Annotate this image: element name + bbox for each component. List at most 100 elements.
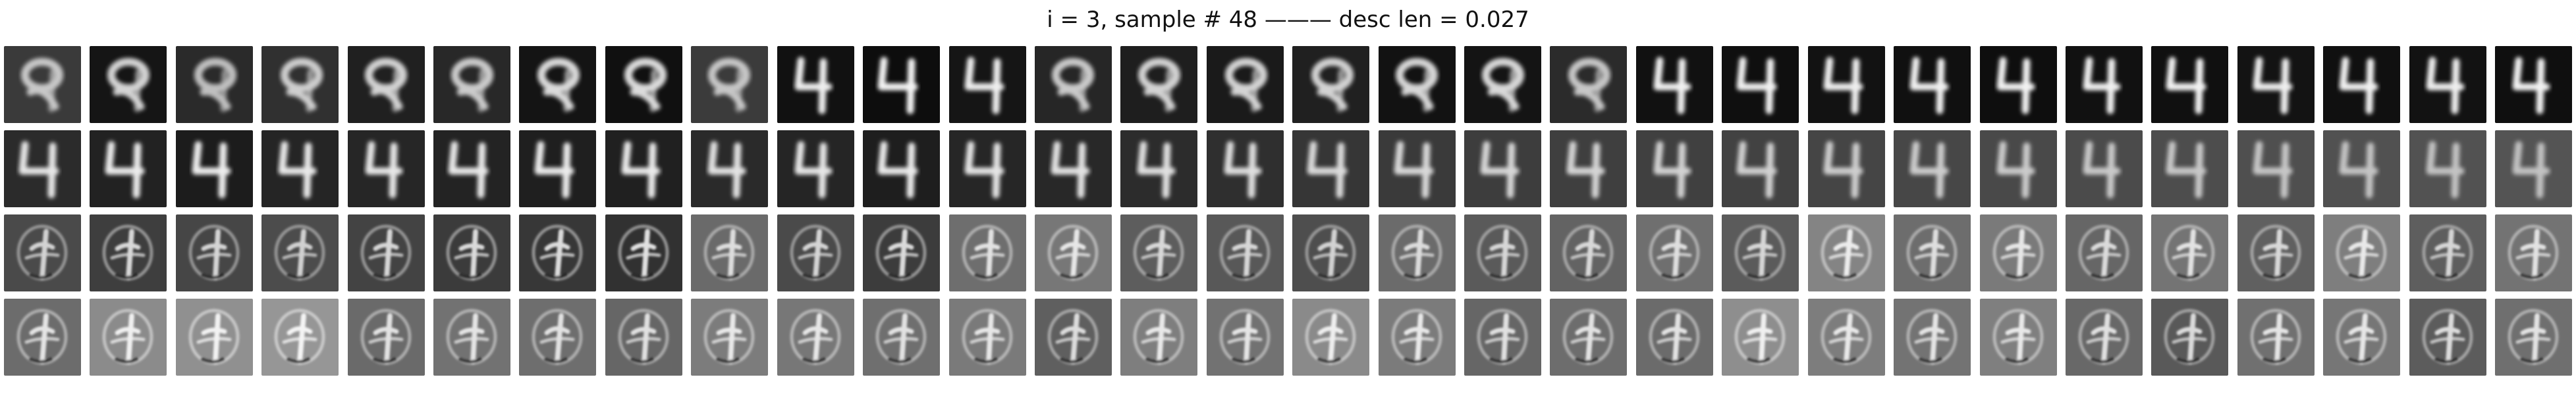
sample-image-r2-c24 (1980, 130, 2057, 207)
digit-reconstruction (624, 58, 667, 113)
digit-reconstruction (534, 141, 574, 199)
sample-image-r1-c21 (1722, 46, 1799, 123)
digit-reconstruction (1823, 57, 1863, 114)
digit-reconstruction (1909, 57, 1949, 114)
sample-image-r4-c28 (2323, 299, 2400, 376)
digit-reconstruction (1219, 224, 1271, 281)
sample-image-r2-c29 (2409, 130, 2486, 207)
sample-image-r2-c20 (1636, 130, 1713, 207)
sample-image-r2-c15 (1207, 130, 1284, 207)
digit-reconstruction (532, 224, 583, 281)
digit-reconstruction (2507, 309, 2559, 365)
sample-image-r4-c2 (90, 299, 167, 376)
digit-reconstruction (877, 57, 918, 114)
sample-image-r4-c16 (1292, 299, 1369, 376)
digit-reconstruction (537, 58, 580, 113)
sample-image-r3-c23 (1894, 214, 1971, 291)
sample-image-r2-c27 (2237, 130, 2315, 207)
digit-reconstruction (1649, 224, 1700, 281)
sample-image-r1-c5 (348, 46, 425, 123)
sample-image-r4-c20 (1636, 299, 1713, 376)
digit-reconstruction (618, 224, 669, 281)
sample-image-r4-c6 (433, 299, 510, 376)
sample-image-r2-c11 (863, 130, 940, 207)
digit-reconstruction (962, 309, 1013, 365)
digit-reconstruction (274, 224, 325, 281)
digit-reconstruction (278, 141, 317, 199)
sample-image-r2-c25 (2066, 130, 2143, 207)
sample-image-r3-c26 (2151, 214, 2228, 291)
digit-reconstruction (1566, 141, 1605, 199)
digit-reconstruction (1568, 58, 1610, 113)
sample-image-r4-c7 (519, 299, 596, 376)
sample-image-r2-c12 (949, 130, 1026, 207)
digit-reconstruction (1133, 224, 1184, 281)
digit-reconstruction (1996, 57, 2035, 114)
digit-reconstruction (1562, 309, 1614, 365)
digit-reconstruction (2166, 57, 2206, 114)
sample-image-r3-c20 (1636, 214, 1713, 291)
sample-image-r1-c11 (863, 46, 940, 123)
sample-image-r4-c24 (1980, 299, 2057, 376)
sample-image-r3-c5 (348, 214, 425, 291)
sample-image-r3-c30 (2495, 214, 2572, 291)
sample-image-r3-c16 (1292, 214, 1369, 291)
sample-image-r1-c16 (1292, 46, 1369, 123)
digit-reconstruction (1734, 224, 1786, 281)
digit-reconstruction (1391, 224, 1442, 281)
digit-reconstruction (2512, 141, 2550, 199)
sample-image-r3-c15 (1207, 214, 1284, 291)
sample-image-r1-c23 (1894, 46, 1971, 123)
digit-reconstruction (532, 309, 583, 365)
digit-reconstruction (621, 141, 661, 199)
digit-reconstruction (2512, 57, 2550, 114)
sample-image-r2-c7 (519, 130, 596, 207)
digit-reconstruction (188, 224, 240, 281)
digit-reconstruction (794, 57, 833, 114)
digit-reconstruction (2426, 141, 2465, 199)
digit-reconstruction (1653, 57, 1691, 114)
digit-reconstruction (2164, 224, 2215, 281)
digit-reconstruction (107, 58, 150, 113)
digit-reconstruction (1909, 141, 1949, 199)
digit-reconstruction (790, 224, 841, 281)
digit-reconstruction (2339, 57, 2378, 114)
sample-image-r1-c22 (1808, 46, 1885, 123)
sample-image-r2-c13 (1035, 130, 1112, 207)
digit-reconstruction (1224, 141, 1262, 199)
digit-reconstruction (281, 58, 323, 113)
sample-image-r1-c20 (1636, 46, 1713, 123)
digit-reconstruction (794, 141, 833, 199)
sample-image-r4-c30 (2495, 299, 2572, 376)
sample-image-r1-c13 (1035, 46, 1112, 123)
digit-reconstruction (1992, 309, 2044, 365)
sample-image-r4-c13 (1035, 299, 1112, 376)
sample-image-r2-c2 (90, 130, 167, 207)
sample-image-r2-c21 (1722, 130, 1799, 207)
digit-reconstruction (16, 309, 68, 365)
sample-image-r3-c18 (1464, 214, 1541, 291)
sample-image-r1-c14 (1120, 46, 1197, 123)
sample-image-r4-c1 (4, 299, 81, 376)
digit-reconstruction (1477, 224, 1528, 281)
sample-image-r3-c21 (1722, 214, 1799, 291)
sample-image-r1-c7 (519, 46, 596, 123)
digit-reconstruction (875, 224, 927, 281)
digit-reconstruction (1137, 141, 1176, 199)
sample-image-r3-c13 (1035, 214, 1112, 291)
digit-reconstruction (1821, 224, 1872, 281)
digit-reconstruction (703, 309, 755, 365)
sample-image-r3-c7 (519, 214, 596, 291)
sample-image-r4-c9 (691, 299, 768, 376)
digit-reconstruction (1305, 224, 1356, 281)
sample-image-r2-c23 (1894, 130, 1971, 207)
digit-reconstruction (2164, 309, 2215, 365)
sample-image-r1-c30 (2495, 46, 2572, 123)
digit-reconstruction (2422, 224, 2473, 281)
sample-image-r3-c28 (2323, 214, 2400, 291)
digit-reconstruction (1138, 58, 1180, 113)
sample-image-r3-c1 (4, 214, 81, 291)
sample-image-r3-c22 (1808, 214, 1885, 291)
digit-reconstruction (1821, 309, 1872, 365)
sample-image-r3-c27 (2237, 214, 2315, 291)
